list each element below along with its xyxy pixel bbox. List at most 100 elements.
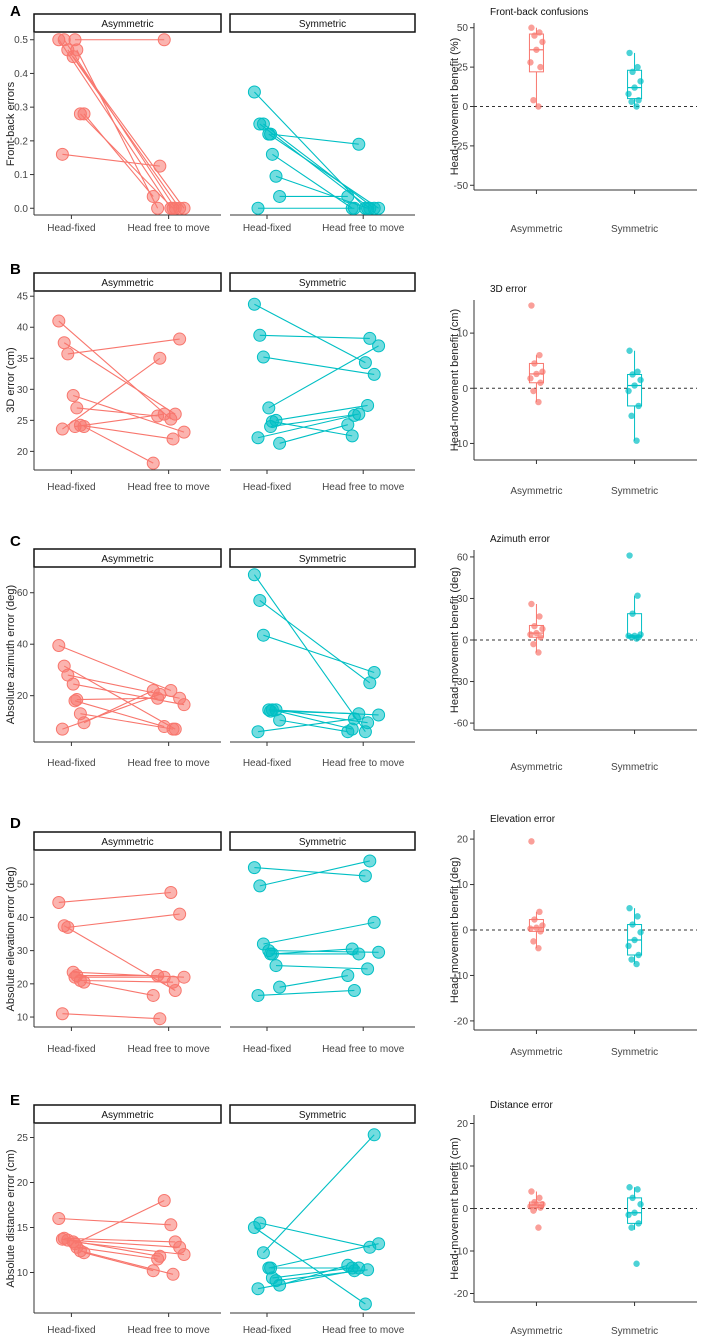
facet-asymmetric: Asymmetric Head-fixed Head free to move	[33, 272, 222, 493]
box-data-point	[633, 960, 640, 968]
pair-line	[279, 719, 348, 733]
pair-line	[259, 1222, 370, 1248]
box-data-point	[625, 1211, 632, 1219]
y-axis-title: Head-movement benefit (deg)	[449, 567, 461, 713]
y-tick-label: 10	[457, 880, 469, 891]
y-tick-label: -25	[454, 141, 469, 152]
y-axis-title: Head-movement benefit (cm)	[449, 309, 461, 451]
y-tick-label: 45	[17, 292, 29, 303]
y-tick-label: 40	[17, 323, 29, 334]
data-point-head-free	[153, 687, 167, 701]
pair-line	[257, 414, 355, 439]
box-data-point	[530, 387, 537, 395]
data-point-head-fixed	[247, 85, 261, 99]
box-data-point	[633, 103, 640, 110]
box-data-point	[531, 32, 538, 39]
data-point-head-free	[166, 201, 180, 215]
data-point-head-free	[367, 1128, 381, 1142]
box-asymmetric: Asymmetric	[510, 1188, 563, 1337]
data-point-head-free	[146, 988, 160, 1002]
box-data-point	[626, 49, 633, 57]
pair-line	[257, 718, 355, 733]
data-point-head-free	[358, 869, 372, 883]
pair-line	[279, 1264, 348, 1286]
box-asymmetric: Asymmetric	[510, 838, 563, 1058]
box-data-point	[527, 925, 534, 932]
data-point-head-free	[173, 907, 187, 921]
box-data-point	[633, 437, 640, 444]
x-tick-label: Head-fixed	[47, 1044, 95, 1055]
pair-line	[254, 303, 366, 364]
box-data-point	[533, 46, 540, 53]
y-axis-title: 3D error (cm)	[5, 347, 17, 412]
data-point-head-free	[153, 159, 167, 173]
box-data-point	[637, 1201, 644, 1208]
data-point-head-fixed	[55, 1007, 69, 1021]
y-tick-label: -60	[454, 719, 469, 730]
box-symmetric: Symmetric	[611, 904, 658, 1058]
box-data-point	[629, 921, 636, 928]
box-data-point	[533, 370, 540, 378]
facet-symmetric: Symmetric Head-fixed Head free to move	[229, 1104, 416, 1336]
y-tick-label: -20	[454, 1016, 469, 1027]
y-tick-label: 0.0	[14, 204, 28, 215]
box-data-point	[628, 1224, 635, 1231]
data-point-head-free	[372, 1237, 386, 1251]
data-point-head-free	[177, 1248, 191, 1261]
box-data-point	[635, 951, 642, 959]
data-point-head-fixed	[273, 713, 287, 727]
data-point-head-fixed	[251, 1282, 265, 1296]
pair-line	[83, 426, 154, 464]
data-point-head-fixed	[262, 401, 276, 415]
panel-A-lines: A 0.0 0.1 0.2 0.3 0.4 0.5 Front-back errors Asym…	[5, 3, 416, 234]
box-data-point	[537, 379, 544, 386]
facet-strip-label: Asymmetric	[101, 554, 153, 565]
y-tick-label: 0	[462, 926, 468, 937]
data-point-head-free	[347, 983, 361, 997]
data-point-head-free	[372, 708, 386, 722]
pair-line	[263, 123, 375, 209]
box-data-point	[530, 1207, 537, 1214]
pair-line	[74, 1200, 165, 1245]
box-data-point	[535, 649, 542, 656]
facet-asymmetric: Asymmetric Head-fixed Head free to move	[33, 1104, 222, 1336]
facet-strip	[33, 831, 222, 851]
data-point-head-free	[358, 356, 372, 370]
facet-strip-label: Asymmetric	[101, 19, 153, 30]
y-tick-label: -10	[454, 1247, 469, 1258]
data-point-head-fixed	[247, 861, 261, 875]
data-point-head-free	[146, 456, 160, 470]
y-tick-label: 0.5	[14, 35, 28, 46]
y-tick-label: 50	[17, 880, 29, 891]
box-data-point	[528, 302, 535, 309]
data-point-head-free	[166, 432, 180, 446]
box-data-point	[629, 610, 636, 617]
data-point-head-fixed	[70, 401, 84, 415]
y-tick-label: 20	[17, 1178, 29, 1189]
panel-letter-B: B	[10, 261, 21, 278]
x-tick-label: Head free to move	[322, 1044, 405, 1055]
box-data-point	[635, 96, 642, 104]
y-tick-label: 35	[17, 354, 29, 365]
facet-strip	[229, 13, 416, 33]
facet-strip-label: Symmetric	[299, 1110, 346, 1121]
pair-line	[268, 1243, 379, 1269]
facet-strip-label: Symmetric	[299, 837, 346, 848]
facet-asymmetric: Asymmetric Head-fixed Head free to move	[33, 548, 222, 769]
box-asymmetric: Asymmetric	[510, 302, 563, 497]
data-point-head-free	[153, 1012, 167, 1026]
data-point-head-free	[352, 137, 366, 151]
data-point-head-fixed	[253, 328, 267, 342]
box-data-point	[535, 1224, 542, 1231]
pair-line	[83, 981, 154, 996]
data-point-head-free	[164, 886, 178, 900]
data-point-head-free	[153, 351, 167, 365]
pair-line	[262, 1134, 375, 1254]
facet-strip-label: Asymmetric	[101, 837, 153, 848]
data-point-head-free	[168, 407, 182, 421]
box-data-point	[628, 98, 635, 105]
data-point-head-free	[352, 707, 366, 721]
pair-line	[64, 1237, 176, 1243]
box-data-point	[628, 956, 635, 963]
pair-line	[259, 334, 370, 339]
